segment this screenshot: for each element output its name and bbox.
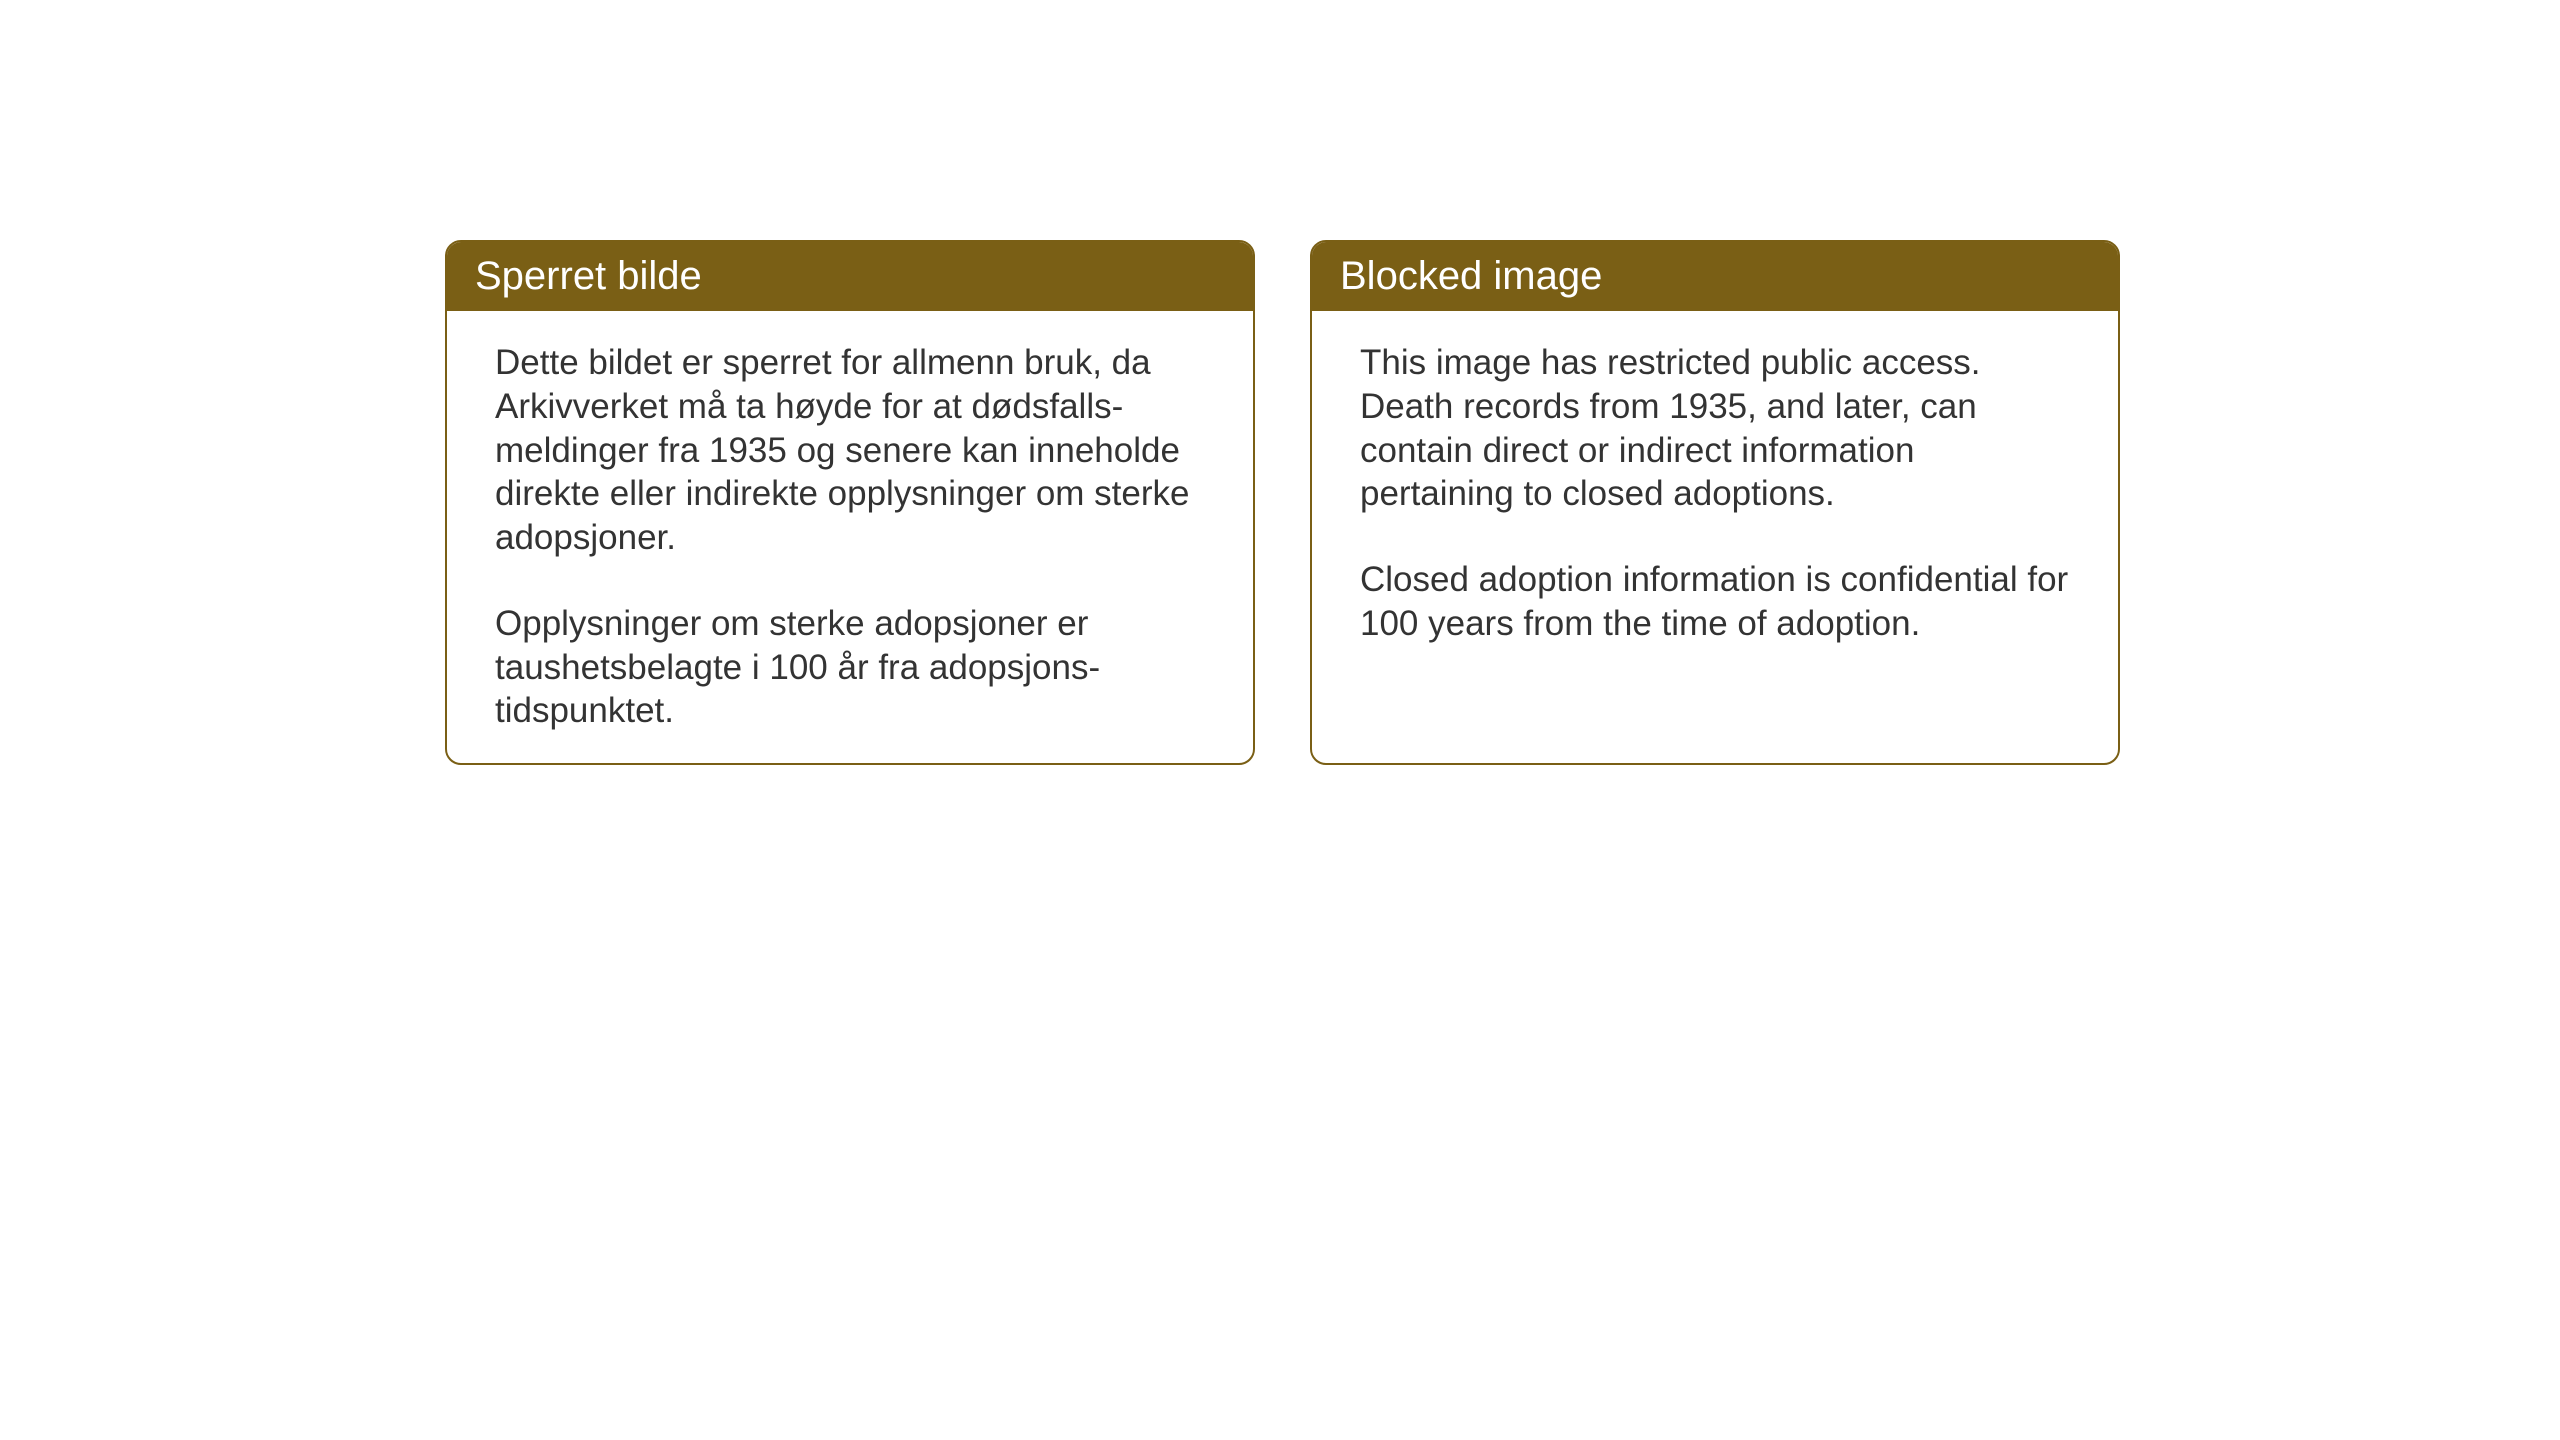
card-norwegian-body: Dette bildet er sperret for allmenn bruk… (447, 311, 1253, 763)
card-english-title: Blocked image (1340, 254, 1602, 298)
card-english-body: This image has restricted public access.… (1312, 311, 2118, 676)
cards-container: Sperret bilde Dette bildet er sperret fo… (445, 240, 2120, 765)
card-english-paragraph-2: Closed adoption information is confident… (1360, 558, 2070, 646)
card-norwegian-header: Sperret bilde (447, 242, 1253, 311)
card-norwegian: Sperret bilde Dette bildet er sperret fo… (445, 240, 1255, 765)
card-english-header: Blocked image (1312, 242, 2118, 311)
card-norwegian-title: Sperret bilde (475, 254, 702, 298)
card-english: Blocked image This image has restricted … (1310, 240, 2120, 765)
card-norwegian-paragraph-1: Dette bildet er sperret for allmenn bruk… (495, 341, 1205, 560)
card-norwegian-paragraph-2: Opplysninger om sterke adopsjoner er tau… (495, 602, 1205, 733)
card-english-paragraph-1: This image has restricted public access.… (1360, 341, 2070, 516)
